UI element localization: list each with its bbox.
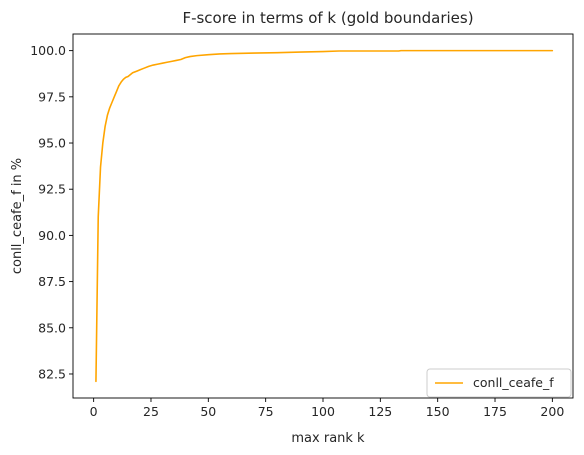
y-tick-label: 85.0: [38, 320, 66, 335]
x-tick-label: 25: [143, 404, 159, 419]
legend-frame: [426, 368, 572, 398]
chart-title: F-score in terms of k (gold boundaries): [182, 9, 473, 27]
x-tick-label: 100: [311, 404, 335, 419]
x-tick-label: 200: [540, 404, 564, 419]
y-tick-label: 87.5: [38, 274, 66, 289]
x-axis-label: max rank k: [291, 431, 365, 446]
plot-area: [95, 49, 554, 383]
y-tick-label: 82.5: [38, 366, 66, 381]
x-tick-label: 50: [200, 404, 216, 419]
x-tick-label: 0: [90, 404, 98, 419]
y-tick-label: 100.0: [30, 43, 66, 58]
x-tick-label: 75: [258, 404, 274, 419]
x-tick-label: 175: [483, 404, 507, 419]
y-tick-label: 95.0: [38, 136, 66, 151]
y-axis-label: conll_ceafe_f in %: [10, 158, 25, 274]
series-line-0: [95, 49, 554, 383]
x-tick-label: 125: [368, 404, 392, 419]
axes: 0 25 50 75 100 125 150 175 200 82.5 85.0 87.5 90.0 92…: [30, 33, 574, 419]
legend: conll_ceafe_f: [426, 368, 572, 398]
y-tick-label: 97.5: [38, 89, 66, 104]
y-tick-label: 92.5: [38, 182, 66, 197]
legend-label: conll_ceafe_f: [473, 375, 554, 390]
x-tick-label: 150: [426, 404, 450, 419]
y-tick-label: 90.0: [38, 228, 66, 243]
